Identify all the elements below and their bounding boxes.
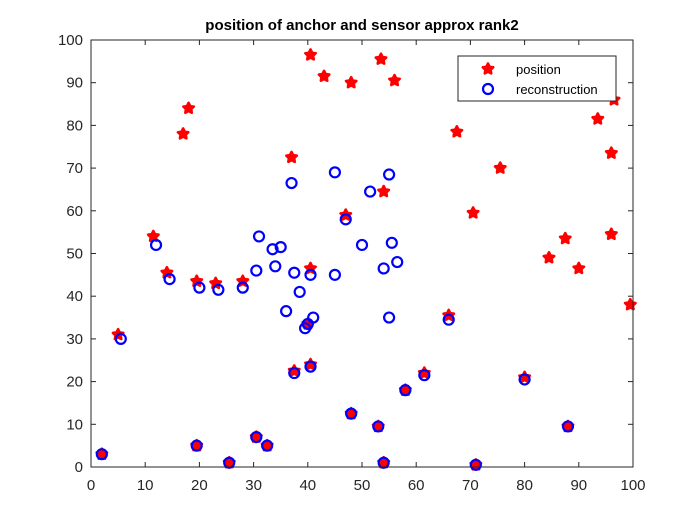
reconstruction-point bbox=[304, 268, 317, 281]
reconstruction-point bbox=[274, 240, 287, 254]
x-tick-label: 90 bbox=[570, 477, 587, 494]
reconstruction-point bbox=[307, 311, 320, 324]
reconstruction-point bbox=[293, 285, 306, 299]
reconstruction-point bbox=[252, 230, 266, 243]
reconstruction-point bbox=[355, 238, 369, 252]
reconstruction-point bbox=[250, 264, 263, 277]
reconstruction-point bbox=[163, 273, 176, 286]
x-tick-label: 40 bbox=[299, 477, 316, 494]
legend-label-position: position bbox=[516, 62, 561, 77]
axes-box bbox=[90, 39, 634, 468]
reconstruction-point bbox=[212, 283, 225, 296]
x-tick-label: 30 bbox=[245, 477, 262, 494]
y-tick-label: 20 bbox=[66, 374, 83, 391]
reconstruction-point bbox=[372, 420, 385, 433]
reconstruction-point bbox=[280, 305, 293, 318]
series-reconstruction bbox=[95, 166, 575, 471]
y-tick-label: 90 bbox=[66, 75, 83, 92]
x-tick-label: 100 bbox=[620, 477, 645, 494]
reconstruction-point bbox=[190, 439, 203, 452]
reconstruction-point bbox=[383, 311, 396, 324]
reconstruction-point bbox=[377, 456, 390, 469]
plot-area bbox=[91, 40, 633, 467]
y-tick-label: 70 bbox=[66, 160, 83, 177]
x-tick-label: 0 bbox=[87, 477, 95, 494]
y-tick-label: 40 bbox=[66, 288, 83, 305]
reconstruction-point bbox=[236, 281, 249, 294]
reconstruction-point bbox=[250, 431, 263, 444]
x-tick-label: 70 bbox=[462, 477, 479, 494]
data-points bbox=[95, 48, 637, 471]
reconstruction-point bbox=[391, 255, 404, 269]
reconstruction-point bbox=[223, 456, 236, 469]
y-tick-label: 0 bbox=[75, 459, 83, 476]
reconstruction-point bbox=[418, 369, 431, 382]
axis-ticks: 0 10 20 30 40 50 60 70 80 90 100 0 10 20 30 40 50 60 70 80 9… bbox=[58, 32, 646, 494]
x-tick-label: 50 bbox=[354, 477, 371, 494]
y-tick-label: 30 bbox=[66, 331, 83, 348]
reconstruction-point bbox=[269, 260, 282, 273]
y-tick-label: 50 bbox=[66, 246, 83, 263]
reconstruction-point bbox=[339, 213, 352, 226]
reconstruction-point bbox=[377, 262, 390, 275]
reconstruction-point bbox=[364, 185, 377, 198]
x-tick-label: 80 bbox=[516, 477, 533, 494]
reconstruction-point bbox=[442, 313, 455, 326]
reconstruction-point bbox=[261, 439, 274, 452]
x-tick-label: 10 bbox=[137, 477, 154, 494]
x-tick-label: 20 bbox=[191, 477, 208, 494]
reconstruction-point bbox=[304, 360, 317, 373]
reconstruction-point bbox=[561, 420, 575, 433]
reconstruction-point bbox=[114, 332, 127, 345]
reconstruction-point bbox=[328, 268, 341, 281]
reconstruction-point bbox=[328, 166, 341, 179]
x-tick-label: 60 bbox=[408, 477, 425, 494]
legend: position reconstruction bbox=[457, 55, 617, 102]
legend-label-reconstruction: reconstruction bbox=[516, 82, 598, 97]
reconstruction-point bbox=[149, 238, 163, 252]
reconstruction-point bbox=[288, 366, 301, 380]
reconstruction-point bbox=[385, 236, 398, 249]
reconstruction-point bbox=[345, 407, 358, 420]
reconstruction-point bbox=[193, 281, 206, 294]
chart-title: position of anchor and sensor approx ran… bbox=[205, 17, 518, 34]
y-tick-label: 80 bbox=[66, 117, 83, 134]
legend-reconstruction-marker bbox=[481, 82, 495, 96]
reconstruction-point bbox=[518, 373, 531, 386]
reconstruction-point bbox=[95, 448, 108, 461]
reconstruction-point bbox=[266, 243, 279, 256]
y-tick-label: 10 bbox=[66, 416, 83, 433]
reconstruction-point bbox=[288, 266, 301, 279]
reconstruction-point bbox=[469, 458, 482, 471]
y-tick-label: 100 bbox=[58, 32, 83, 49]
reconstruction-point bbox=[399, 384, 412, 397]
reconstruction-point bbox=[285, 176, 298, 190]
reconstruction-point bbox=[383, 168, 396, 181]
y-tick-label: 60 bbox=[66, 203, 83, 220]
